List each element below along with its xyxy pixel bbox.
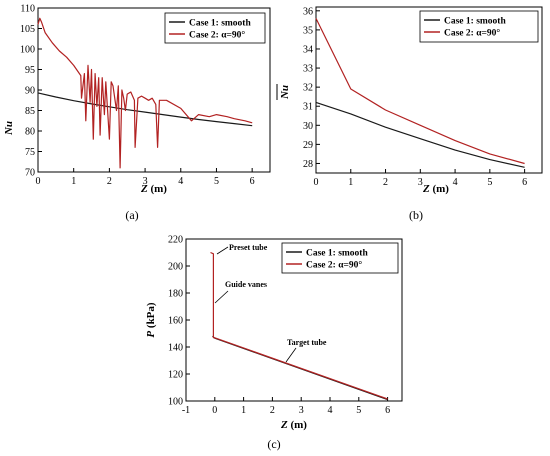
y-tick-label: 95 xyxy=(25,65,35,76)
y-tick-label: 32 xyxy=(303,83,313,94)
series-line-alpha90 xyxy=(37,17,253,169)
svg-text:Nu: Nu xyxy=(279,85,291,100)
panel-c-annotations: Preset tube Guide vanes Target tube xyxy=(214,243,327,363)
legend-box xyxy=(419,10,539,43)
annotation-target-tube: Target tube xyxy=(287,338,327,347)
y-tick-label: 36 xyxy=(303,6,313,17)
y-tick-label: 160 xyxy=(168,316,183,327)
series-line-smooth xyxy=(315,101,525,168)
annotation-preset-tube: Preset tube xyxy=(229,243,268,252)
legend-label: Case 2: α=90° xyxy=(444,28,500,39)
panel-b-ylabel: Nu xyxy=(276,84,291,100)
x-tick-label: 2 xyxy=(383,177,388,188)
legend-box xyxy=(164,12,266,44)
legend-label: Case 1: smooth xyxy=(189,19,251,29)
x-tick-label: 2 xyxy=(270,405,275,416)
panel-c-yticks: 100 120 140 160 180 200 220 xyxy=(168,235,190,408)
y-tick-label: 105 xyxy=(20,24,35,35)
panel-b-series xyxy=(315,18,525,168)
y-tick-label: 110 xyxy=(20,4,35,15)
x-tick-label: 3 xyxy=(418,177,423,188)
panel-a-ylabel: Nu xyxy=(3,121,15,136)
x-tick-label: 1 xyxy=(71,176,76,187)
y-tick-label: 180 xyxy=(168,289,183,300)
panel-a-yticks: 70 75 80 85 90 95 100 105 110 xyxy=(20,4,42,179)
legend-label: Case 1: smooth xyxy=(444,17,506,27)
y-tick-label: 220 xyxy=(168,235,183,246)
y-tick-label: 30 xyxy=(303,121,313,132)
panel-b-plot-frame xyxy=(315,6,543,174)
x-tick-label: 5 xyxy=(356,405,361,416)
annotation-guide-vanes: Guide vanes xyxy=(225,280,267,289)
panel-b-yticks: 28 29 30 31 32 33 34 35 36 xyxy=(303,6,320,170)
panel-a-label: (a) xyxy=(125,208,138,222)
x-tick-label: 4 xyxy=(178,176,183,187)
panel-b-label: (b) xyxy=(409,208,423,222)
x-tick-label: 2 xyxy=(107,176,112,187)
y-tick-label: 70 xyxy=(25,168,35,179)
y-tick-label: 100 xyxy=(168,397,183,408)
panel-c-xlabel: Z (m) xyxy=(280,419,307,431)
y-tick-label: 33 xyxy=(303,64,313,75)
panel-c-label: (c) xyxy=(267,437,280,451)
y-tick-label: 200 xyxy=(168,262,183,273)
panel-a-series xyxy=(37,17,253,169)
x-tick-label: 6 xyxy=(522,177,527,188)
x-tick-label: 5 xyxy=(487,177,492,188)
y-tick-label: 100 xyxy=(20,45,35,56)
series-line-smooth xyxy=(37,92,253,127)
y-tick-label: 140 xyxy=(168,343,183,354)
y-tick-label: 120 xyxy=(168,370,183,381)
series-line-alpha90 xyxy=(210,251,388,400)
x-tick-label: -1 xyxy=(182,405,190,416)
legend-label: Case 2: α=90° xyxy=(189,30,245,41)
legend-label: Case 2: α=90° xyxy=(306,260,362,271)
legend-label: Case 1: smooth xyxy=(306,249,368,259)
x-tick-label: 4 xyxy=(453,177,458,188)
panel-c-series xyxy=(210,251,388,401)
panel-c-xticks: -1 0 1 2 3 4 5 6 xyxy=(182,397,390,416)
x-tick-label: 0 xyxy=(314,177,319,188)
panel-a-xlabel: Z (m) xyxy=(140,183,167,195)
y-tick-label: 28 xyxy=(303,159,313,170)
y-tick-label: 80 xyxy=(25,127,35,138)
y-tick-label: 34 xyxy=(303,44,313,55)
panel-c-ylabel: P (kPa) xyxy=(145,302,157,337)
x-tick-label: 3 xyxy=(299,405,304,416)
y-tick-label: 75 xyxy=(25,147,35,158)
panel-a: 0 1 2 3 4 5 6 70 75 80 85 90 95 100 105 110 Case 1: sm… xyxy=(3,4,271,222)
x-tick-label: 0 xyxy=(36,176,41,187)
legend-box xyxy=(281,242,399,274)
panel-b-xticks: 0 1 2 3 4 5 6 xyxy=(314,169,527,188)
x-tick-label: 0 xyxy=(212,405,217,416)
x-tick-label: 3 xyxy=(143,176,148,187)
x-tick-label: 6 xyxy=(250,176,255,187)
x-tick-label: 1 xyxy=(241,405,246,416)
panel-c: -1 0 1 2 3 4 5 6 100 120 140 160 180 200 220 Case 1: … xyxy=(145,235,403,451)
panel-b-xlabel: Z (m) xyxy=(422,183,449,195)
x-tick-label: 6 xyxy=(385,405,390,416)
series-line-alpha90 xyxy=(315,18,525,165)
x-tick-label: 1 xyxy=(348,177,353,188)
y-tick-label: 29 xyxy=(303,140,313,151)
y-tick-label: 31 xyxy=(303,102,313,113)
x-tick-label: 5 xyxy=(214,176,219,187)
panel-a-xticks: 0 1 2 3 4 5 6 xyxy=(36,168,255,187)
y-tick-label: 90 xyxy=(25,86,35,97)
y-tick-label: 35 xyxy=(303,25,313,36)
x-tick-label: 4 xyxy=(328,405,333,416)
y-tick-label: 85 xyxy=(25,106,35,117)
